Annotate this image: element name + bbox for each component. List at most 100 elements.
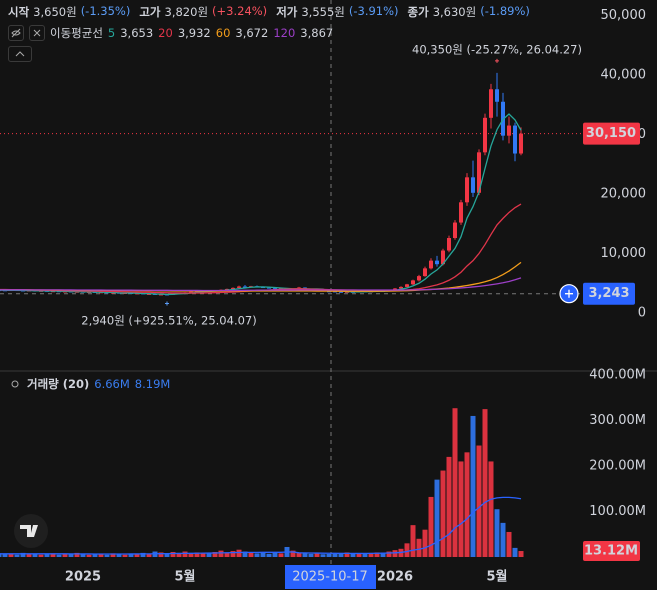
volume-bar [50,553,56,557]
volume-bar [470,415,476,557]
volume-bar [14,554,20,557]
candle-body [429,260,433,269]
close-button[interactable] [29,25,45,41]
last-volume-label: 13.12M [584,544,638,559]
ma-line [0,203,522,294]
volume-bar [380,553,386,557]
legend-label: 종가 [407,5,429,19]
candle-body [159,294,163,296]
volume-bar [26,554,32,557]
legend-value: 3,630원 [432,5,477,19]
volume-bar [32,553,38,557]
volume-bar [170,551,176,557]
ohlc-item: 고가 3,820원 (+3.24%) [139,4,267,20]
tv-logo [14,514,48,548]
volume-bar [68,554,74,557]
volume-bar [314,552,320,557]
volume-bar [176,552,182,557]
ma-legend: 이동평균선 5 3,653 20 3,932 60 3,672 120 3,867 [8,25,333,41]
volume-bar [320,554,326,557]
candle-body [225,288,229,290]
volume-bar [134,554,140,557]
ma-period: 5 [107,26,116,40]
volume-bar [188,553,194,557]
x-tick-label: 2026 [377,570,413,585]
volume-legend-value: 6.66M [94,377,130,391]
volume-bar [416,538,422,557]
legend-label: 고가 [139,5,161,19]
volume-bar [338,552,344,557]
volume-bar [260,552,266,557]
x-tick-label: 5월 [486,569,507,585]
legend-value: 3,820원 [164,5,209,19]
volume-bar [104,554,110,557]
candle-body [261,287,265,289]
volume-bar [290,550,296,557]
candle-body [405,284,409,287]
candle-body [339,291,343,293]
crosshair-date: 2025-10-17 [292,570,368,585]
ohlc-legend: 시작 3,650원 (-1.35%) 고가 3,820원 (+3.24%) 저가 3,555원… [8,4,534,20]
volume-bar [434,479,440,557]
y-tick-label: 40,000 [601,67,647,82]
volume-bar [518,551,524,557]
volume-legend-value: 8.19M [134,377,171,391]
ma-value: 3,672 [235,26,269,40]
crosshair-price-label: 3,243 [588,286,629,301]
ma-value: 3,932 [177,26,211,40]
candle-body [471,177,475,193]
crosshair-price-box [583,282,635,305]
volume-bar [248,552,254,557]
candle-body [459,202,463,223]
y-tick-label: 100.00M [589,504,646,519]
candle-body [147,293,151,295]
candle-body [423,268,427,277]
legend-change: (-1.35%) [80,4,131,18]
candle-body [399,286,403,289]
candle-body [267,287,271,289]
volume-bar [20,552,26,557]
volume-bar [86,554,92,557]
volume-bar [218,550,224,557]
low-annotation: 2,940원 (+925.51%, 25.04.07) [81,314,256,328]
candle-body [243,286,247,288]
volume-bar [506,531,512,557]
candle-body [519,133,523,154]
volume-bar [242,551,248,557]
y-tick-label: 200.00M [589,458,646,473]
volume-bar [494,509,500,557]
last-price-label: 30,150 [586,126,636,141]
volume-bar [230,551,236,557]
y-tick-label: 400.00M [589,368,646,383]
add-icon [565,289,573,298]
collapse-button[interactable] [8,46,32,62]
volume-bar [488,461,494,557]
candle-body [411,280,415,285]
candle-body [435,260,439,265]
volume-bar [0,553,2,557]
volume-bar [194,552,200,557]
volume-bar [350,553,356,557]
last-volume-box [583,541,640,562]
volume-bar [362,553,368,557]
volume-bar [386,551,392,557]
hide-button[interactable] [8,25,24,41]
volume-bar [332,553,338,557]
y-tick-label: 50,000 [601,8,647,23]
volume-bar [182,551,188,557]
legend-change: (-1.89%) [480,4,530,18]
volume-bar [164,553,170,557]
hide-button[interactable] [8,377,22,391]
candle-body [231,287,235,289]
candle-body [495,89,499,102]
candle-body [333,291,337,293]
legend-value: 3,650원 [33,5,77,19]
volume-label: 거래량 (20) [27,377,90,391]
volume-bar [266,553,272,557]
volume-legend: 거래량 (20) 6.66M 8.19M [8,376,170,392]
x-tick-label: 2025 [65,570,101,585]
volume-bar [224,552,230,557]
y-tick-label: 0 [638,305,646,320]
volume-bar [446,456,452,557]
